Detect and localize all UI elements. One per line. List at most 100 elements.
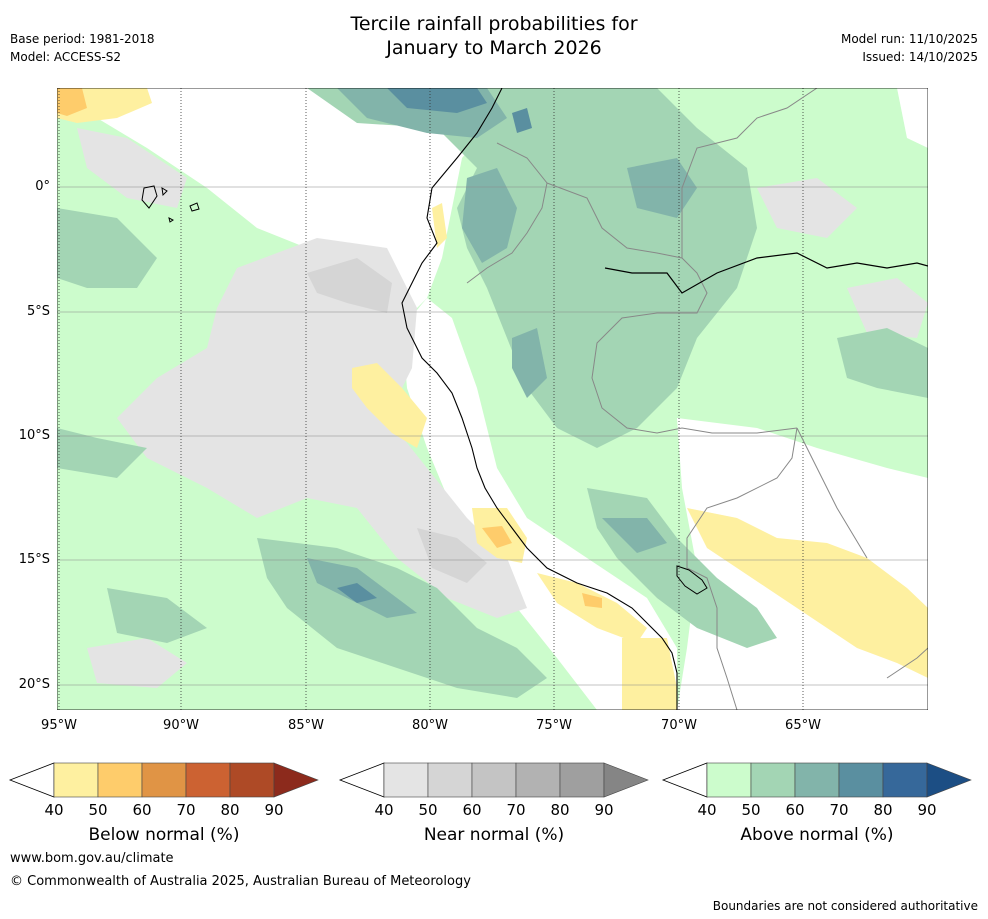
national-boundaries xyxy=(466,88,928,710)
no-signal-northeast xyxy=(897,88,928,148)
caption-near: Near normal (%) xyxy=(423,825,565,845)
swatch-below-50-60 xyxy=(97,762,143,798)
model-name: Model: ACCESS-S2 xyxy=(10,50,122,64)
lon-label-95w: 95°W xyxy=(41,718,77,733)
map-canvas xyxy=(57,88,928,710)
caption-above: Above normal (%) xyxy=(740,825,894,845)
below-normal-50-coast xyxy=(582,593,602,608)
tick-above-80: 80 xyxy=(873,801,893,819)
tick-below-60: 60 xyxy=(132,801,152,819)
map-title: Tercile rainfall probabilities for Janua… xyxy=(0,12,988,60)
lat-label-20s: 20°S xyxy=(18,677,50,692)
lat-label-15s: 15°S xyxy=(18,552,50,567)
tick-above-40: 40 xyxy=(697,801,717,819)
swatch-near-90-plus xyxy=(603,762,649,798)
colorbar-near-start xyxy=(338,762,385,798)
lon-label-85w: 85°W xyxy=(288,718,324,733)
tick-above-70: 70 xyxy=(829,801,849,819)
legend-colorbars xyxy=(8,762,972,798)
swatch-above-80-90 xyxy=(882,762,928,798)
base-period: Base period: 1981-2018 xyxy=(10,32,155,46)
below-normal-50-south-peru xyxy=(482,526,512,548)
below-normal-40-chile xyxy=(622,638,677,710)
lat-gridlines xyxy=(57,186,928,686)
tick-near-50: 50 xyxy=(418,801,438,819)
near-normal-east xyxy=(847,278,928,338)
below-normal-40-coast xyxy=(537,573,647,643)
meta-right: Model run: 11/10/2025 Issued: 14/10/2025 xyxy=(841,30,978,66)
near-normal-offshore xyxy=(117,238,527,618)
tick-near-80: 80 xyxy=(550,801,570,819)
lon-label-70w: 70°W xyxy=(661,718,697,733)
galapagos-islands xyxy=(141,185,200,223)
tick-below-50: 50 xyxy=(88,801,108,819)
near-normal-darker xyxy=(307,258,392,313)
tick-near-40: 40 xyxy=(374,801,394,819)
swatch-below-90-plus xyxy=(273,762,319,798)
colorbar-above xyxy=(661,762,972,798)
colorbar-below-start xyxy=(8,762,55,798)
below-normal-40-peru-offshore xyxy=(352,363,427,448)
below-normal-40-bolivia-east xyxy=(687,508,928,678)
swatch-below-60-70 xyxy=(141,762,187,798)
coastline xyxy=(401,88,678,710)
swatch-above-40-50 xyxy=(706,762,752,798)
map-area xyxy=(57,88,928,710)
below-normal-50-northwest xyxy=(57,88,87,116)
title-line-2: January to March 2026 xyxy=(386,37,602,59)
swatch-above-60-70 xyxy=(794,762,840,798)
swatch-above-70-80 xyxy=(838,762,884,798)
above-normal-50-far-west xyxy=(57,428,147,478)
lat-label-10s: 10°S xyxy=(18,428,50,443)
tick-below-80: 80 xyxy=(220,801,240,819)
near-normal-darker-2 xyxy=(417,528,487,583)
swatch-near-60-70 xyxy=(471,762,517,798)
tick-below-70: 70 xyxy=(176,801,196,819)
above-normal-70-spot xyxy=(512,108,532,133)
swatch-near-40-50 xyxy=(383,762,429,798)
above-normal-60-amazon xyxy=(627,158,697,218)
swatch-below-70-80 xyxy=(185,762,231,798)
footer-note: Boundaries are not considered authoritat… xyxy=(712,899,978,913)
tick-near-70: 70 xyxy=(506,801,526,819)
near-normal-north xyxy=(77,128,187,208)
swatch-below-80-90 xyxy=(229,762,275,798)
swatch-above-50-60 xyxy=(750,762,796,798)
near-normal-northeast xyxy=(757,178,857,238)
above-normal-60-bolivia xyxy=(602,518,667,553)
caption-below: Below normal (%) xyxy=(88,825,240,845)
lat-label-0: 0° xyxy=(35,179,50,194)
swatch-above-90-plus xyxy=(926,762,972,798)
meta-left: Base period: 1981-2018 Model: ACCESS-S2 xyxy=(10,30,155,66)
near-normal-south xyxy=(87,638,187,688)
below-normal-40-ecuador xyxy=(432,203,447,248)
swatch-near-80-90 xyxy=(559,762,605,798)
above-normal-50-west xyxy=(57,208,157,288)
above-normal-60-peru xyxy=(512,328,547,398)
lon-label-80w: 80°W xyxy=(412,718,448,733)
colorbar-below xyxy=(8,762,319,798)
tick-above-60: 60 xyxy=(785,801,805,819)
above-normal-60-ecuador xyxy=(462,168,517,263)
above-normal-70-north xyxy=(387,88,487,113)
tick-near-60: 60 xyxy=(462,801,482,819)
lon-label-65w: 65°W xyxy=(785,718,821,733)
lon-label-75w: 75°W xyxy=(536,718,572,733)
lake-titicaca xyxy=(676,565,708,595)
lon-label-90w: 90°W xyxy=(163,718,199,733)
colorbar-near xyxy=(338,762,649,798)
tick-above-50: 50 xyxy=(741,801,761,819)
swatch-below-40-50 xyxy=(53,762,99,798)
above-normal-70-pacific xyxy=(337,583,377,603)
above-normal-50-south-west xyxy=(107,588,207,643)
tick-near-90: 90 xyxy=(594,801,614,819)
swatch-near-70-80 xyxy=(515,762,561,798)
footer-url[interactable]: www.bom.gov.au/climate xyxy=(10,851,174,866)
swatch-near-50-60 xyxy=(427,762,473,798)
colorbar-above-start xyxy=(661,762,708,798)
amazon-river xyxy=(604,252,928,294)
footer-copyright: © Commonwealth of Australia 2025, Austra… xyxy=(10,874,471,889)
tick-below-40: 40 xyxy=(44,801,64,819)
model-run: Model run: 11/10/2025 xyxy=(840,32,978,46)
tick-below-90: 90 xyxy=(264,801,284,819)
